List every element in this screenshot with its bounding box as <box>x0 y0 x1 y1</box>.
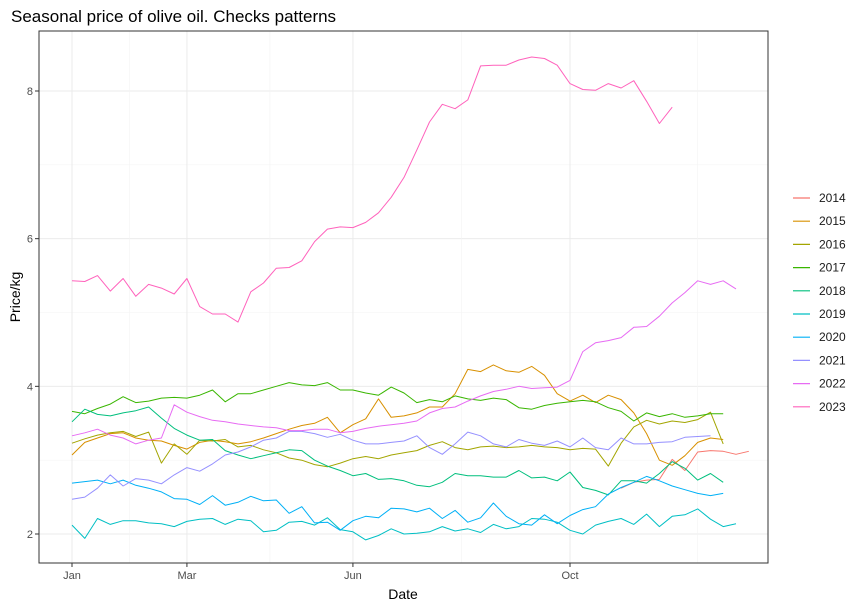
series-line-2018 <box>71 406 724 496</box>
x-tick-label: Jun <box>344 570 362 582</box>
y-tick-label: 4 <box>27 381 33 393</box>
legend-item: 2014 <box>793 191 846 205</box>
y-tick-label: 8 <box>27 86 33 98</box>
series-line-2017 <box>71 382 724 422</box>
series-line-2014 <box>620 450 749 489</box>
legend: 2014 2015 2016 2017 2018 2019 2020 2021 2022 2023 <box>793 191 846 414</box>
legend-label: 2015 <box>819 214 846 228</box>
grid-lines <box>39 31 768 563</box>
chart-title: Seasonal price of olive oil. Checks patt… <box>11 7 336 26</box>
legend-item: 2023 <box>793 400 846 414</box>
x-tick-label: Jan <box>63 570 81 582</box>
series-line-2022 <box>71 280 737 445</box>
legend-item: 2018 <box>793 284 846 298</box>
legend-label: 2023 <box>819 400 846 414</box>
series-line-2019 <box>71 508 737 541</box>
legend-item: 2019 <box>793 307 846 321</box>
plot-panel <box>38 30 769 564</box>
legend-item: 2022 <box>793 377 846 391</box>
x-tick-label: Oct <box>561 570 578 582</box>
x-axis-title: Date <box>388 586 418 602</box>
x-tick-label: Mar <box>177 570 196 582</box>
x-axis: Jan Mar Jun Oct <box>63 563 579 582</box>
legend-label: 2021 <box>819 353 846 367</box>
legend-item: 2016 <box>793 237 846 251</box>
legend-label: 2017 <box>819 261 846 275</box>
y-axis: 2 4 6 8 <box>27 86 39 541</box>
legend-item: 2017 <box>793 261 846 275</box>
legend-label: 2014 <box>819 191 846 205</box>
series-line-2015 <box>71 364 724 466</box>
y-tick-label: 2 <box>27 529 33 541</box>
series-lines <box>71 56 749 541</box>
legend-label: 2020 <box>819 330 846 344</box>
legend-item: 2015 <box>793 214 846 228</box>
legend-label: 2016 <box>819 237 846 251</box>
series-line-2020 <box>71 475 724 531</box>
legend-item: 2021 <box>793 353 846 367</box>
series-line-2016 <box>71 411 724 468</box>
legend-item: 2020 <box>793 330 846 344</box>
y-tick-label: 6 <box>27 234 33 246</box>
legend-label: 2019 <box>819 307 846 321</box>
legend-label: 2022 <box>819 377 846 391</box>
y-axis-title: Price/kg <box>7 272 23 323</box>
series-line-2021 <box>71 430 711 500</box>
legend-label: 2018 <box>819 284 846 298</box>
series-line-2023 <box>71 56 673 323</box>
